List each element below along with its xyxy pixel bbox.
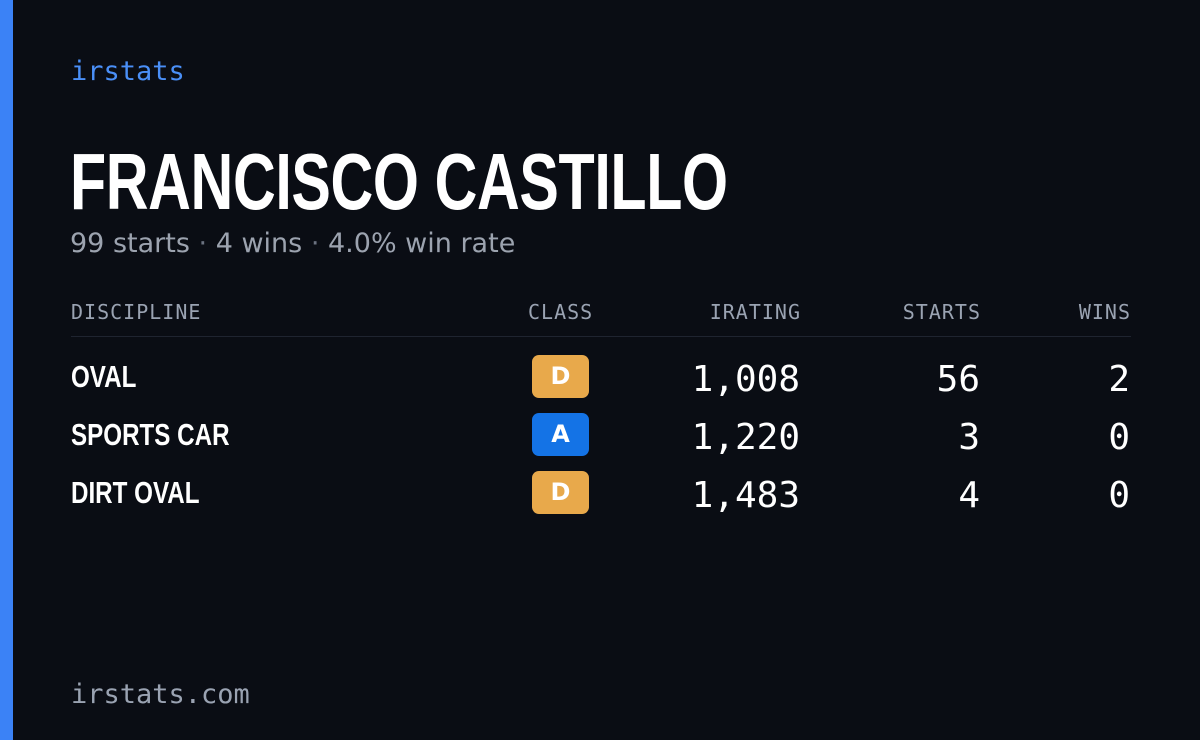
- wins-value: 2: [1108, 359, 1130, 400]
- wins-value: 0: [1108, 475, 1130, 516]
- table-row: DIRT OVAL D 1,483 4 0: [71, 455, 1131, 516]
- header-irating: IRATING: [709, 300, 801, 324]
- irating-value: 1,008: [691, 359, 800, 400]
- class-badge: D: [532, 471, 589, 514]
- player-summary: 99 starts · 4 wins · 4.0% win rate: [70, 228, 515, 259]
- footer-url: irstats.com: [71, 679, 250, 710]
- class-badge: A: [532, 413, 589, 456]
- starts-value: 4: [958, 475, 980, 516]
- header-class: CLASS: [528, 300, 594, 324]
- wins-value: 0: [1108, 417, 1130, 458]
- starts-value: 3: [958, 417, 980, 458]
- header-discipline: DISCIPLINE: [71, 300, 202, 324]
- discipline-name: OVAL: [71, 359, 137, 394]
- header-starts: STARTS: [902, 300, 981, 324]
- wins-summary: 4 wins: [215, 228, 303, 259]
- winrate-summary: 4.0% win rate: [328, 228, 516, 259]
- accent-bar: [0, 0, 13, 740]
- table-row: SPORTS CAR A 1,220 3 0: [71, 397, 1131, 458]
- irating-value: 1,483: [691, 475, 800, 516]
- separator: ·: [198, 228, 208, 259]
- discipline-name: DIRT OVAL: [71, 475, 200, 510]
- discipline-name: SPORTS CAR: [71, 417, 230, 452]
- table-row: OVAL D 1,008 56 2: [71, 339, 1131, 400]
- irating-value: 1,220: [691, 417, 800, 458]
- brand-logo: irstats: [71, 56, 185, 87]
- page-title: FRANCISCO CASTILLO: [70, 137, 728, 226]
- separator: ·: [310, 228, 320, 259]
- starts-value: 56: [936, 359, 980, 400]
- class-badge: D: [532, 355, 589, 398]
- table-header: DISCIPLINE CLASS IRATING STARTS WINS: [71, 296, 1131, 337]
- starts-summary: 99 starts: [70, 228, 190, 259]
- header-wins: WINS: [1078, 300, 1131, 324]
- stats-table: DISCIPLINE CLASS IRATING STARTS WINS OVA…: [71, 296, 1131, 516]
